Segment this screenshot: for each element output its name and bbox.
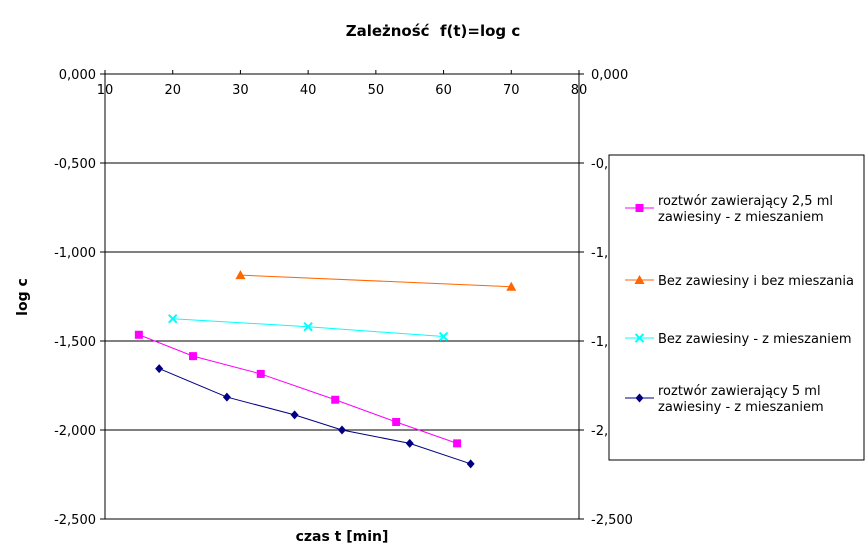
secondary-y-tick-label: -2,500 xyxy=(591,513,633,528)
legend-marker xyxy=(634,333,645,343)
legend-box xyxy=(608,154,865,461)
data-point-series-3 xyxy=(303,322,313,332)
data-point-series-4 xyxy=(466,459,475,469)
data-point-series-1 xyxy=(392,417,401,426)
data-point-series-3 xyxy=(438,331,449,342)
data-point-series-1 xyxy=(331,395,340,404)
y-tick-label: -1,000 xyxy=(54,246,96,261)
data-point-series-1 xyxy=(134,330,143,339)
x-tick-label: 30 xyxy=(232,83,249,98)
data-point-series-2 xyxy=(235,270,246,280)
y-tick-label: -0,500 xyxy=(54,157,96,172)
x-tick-label: 60 xyxy=(435,83,452,98)
legend-label: roztwór zawierający 2,5 ml xyxy=(658,194,833,209)
data-point-series-4 xyxy=(290,410,299,420)
data-point-series-4 xyxy=(338,425,346,435)
legend-label: zawiesiny - z mieszaniem xyxy=(658,210,824,225)
y-tick-label: -1,500 xyxy=(54,335,96,350)
x-tick-label: 70 xyxy=(503,83,520,98)
x-tick-label: 20 xyxy=(164,83,181,98)
legend-label: roztwór zawierający 5 ml xyxy=(658,384,821,399)
y-tick-label: 0,000 xyxy=(59,68,96,83)
y-tick-label: -2,500 xyxy=(54,513,96,528)
x-tick-label: 10 xyxy=(97,83,114,98)
legend-marker xyxy=(634,275,645,284)
legend-label: Bez zawiesiny - z mieszaniem xyxy=(658,332,851,347)
legend-marker xyxy=(635,393,644,403)
series-line-1 xyxy=(138,334,458,444)
data-point-series-3 xyxy=(168,314,178,324)
data-point-series-4 xyxy=(155,364,164,374)
y-axis-label: log c xyxy=(15,278,31,316)
legend-label: Bez zawiesiny i bez mieszania xyxy=(658,274,854,289)
data-point-series-1 xyxy=(256,369,265,378)
chart-title: Zależność f(t)=log c xyxy=(346,22,521,40)
x-tick-label: 50 xyxy=(368,83,385,98)
plot-area: 0,000 -0,500 -1,000 -1,500 -2,000 -2,500 0,000… xyxy=(54,68,633,528)
data-point-series-1 xyxy=(453,439,462,448)
data-point-series-1 xyxy=(189,352,198,361)
data-point-series-4 xyxy=(405,438,414,448)
x-tick-label: 80 xyxy=(571,83,588,98)
x-tick-label: 40 xyxy=(300,83,317,98)
legend-label: zawiesiny - z mieszaniem xyxy=(658,400,824,415)
secondary-y-tick-label: 0,000 xyxy=(591,68,628,83)
y-tick-label: -2,000 xyxy=(54,424,96,439)
legend-marker xyxy=(635,204,644,212)
series-line-4 xyxy=(158,368,471,465)
data-point-series-4 xyxy=(222,392,231,402)
x-axis-label: czas t [min] xyxy=(296,529,389,545)
data-point-series-2 xyxy=(506,281,517,291)
series-line-2 xyxy=(240,274,512,288)
